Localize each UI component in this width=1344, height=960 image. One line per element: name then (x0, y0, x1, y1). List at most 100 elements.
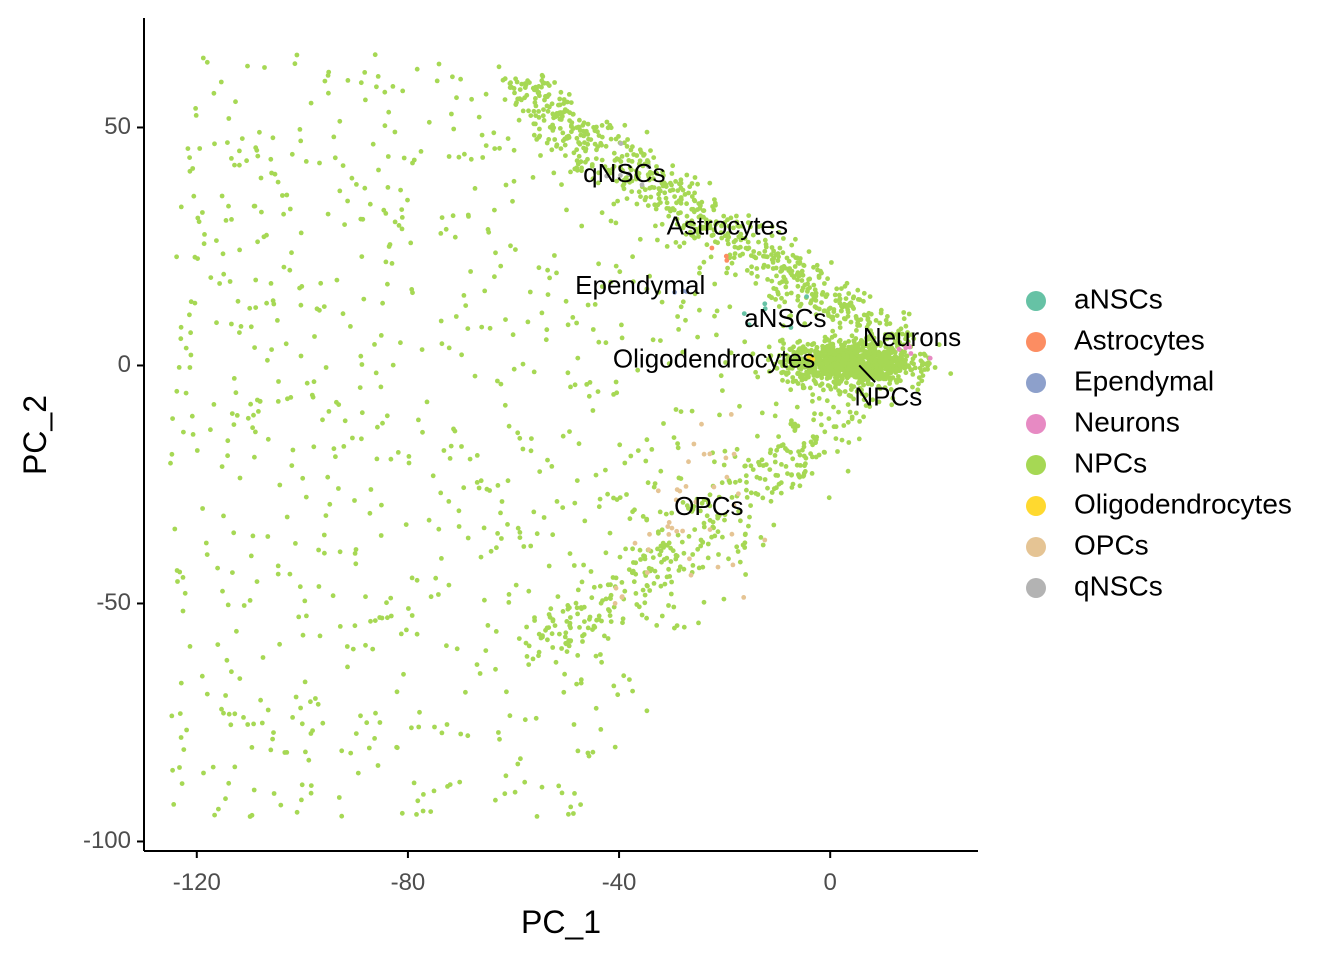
data-point (754, 474, 760, 480)
data-point (559, 646, 564, 651)
data-point (612, 601, 618, 606)
data-point (562, 634, 568, 640)
data-point (647, 588, 653, 593)
data-point (800, 272, 806, 278)
data-point (299, 797, 304, 803)
data-point (689, 181, 695, 186)
data-point (586, 136, 591, 142)
data-point (271, 730, 276, 735)
data-point (851, 294, 857, 300)
data-point (517, 535, 523, 540)
data-point (421, 792, 426, 797)
data-point (312, 334, 317, 339)
data-point (210, 764, 216, 770)
data-point (649, 447, 655, 452)
data-point (658, 338, 663, 343)
data-point (712, 313, 717, 319)
data-point (523, 640, 529, 646)
data-point (348, 324, 353, 329)
data-point (253, 277, 259, 283)
data-point (810, 434, 816, 439)
data-point (374, 456, 380, 462)
data-point (796, 473, 802, 479)
data-point (506, 423, 512, 429)
data-point (644, 517, 650, 523)
data-point (565, 370, 571, 376)
data-point (746, 523, 751, 529)
data-point (386, 244, 392, 249)
data-point (870, 340, 876, 346)
data-point (611, 201, 617, 207)
data-point (846, 392, 852, 398)
data-point (827, 357, 833, 363)
data-point (703, 217, 709, 223)
data-point (560, 609, 566, 614)
data-point (326, 69, 332, 75)
data-point (552, 137, 558, 142)
data-point (830, 368, 835, 374)
data-point (579, 579, 585, 585)
data-point (360, 216, 366, 222)
data-point (846, 440, 852, 445)
data-point (801, 262, 806, 268)
data-point (607, 530, 613, 536)
data-point (223, 218, 229, 223)
data-point (310, 394, 316, 400)
data-point (805, 286, 811, 292)
data-point (875, 352, 881, 358)
data-point (812, 304, 818, 310)
data-point (554, 142, 560, 148)
data-point (705, 497, 710, 503)
data-point (652, 568, 658, 574)
data-point (896, 374, 901, 379)
data-point (644, 708, 650, 714)
data-point (664, 206, 670, 211)
data-point (678, 177, 684, 183)
data-point (526, 108, 531, 114)
data-point (229, 669, 234, 675)
data-point (781, 236, 786, 241)
data-point (886, 369, 892, 375)
data-point (280, 193, 285, 198)
data-point (477, 671, 483, 676)
data-point (323, 513, 329, 518)
data-point (726, 234, 732, 240)
data-point (399, 215, 405, 220)
data-point (170, 767, 176, 773)
data-point (836, 355, 842, 360)
data-point (683, 484, 689, 489)
data-point (446, 582, 452, 588)
data-point (512, 789, 518, 795)
data-point (275, 318, 280, 323)
data-point (388, 456, 394, 462)
data-point (882, 385, 888, 390)
data-point (288, 395, 294, 400)
data-point (374, 84, 379, 90)
data-point (776, 434, 781, 439)
data-point (456, 508, 462, 514)
data-point (237, 162, 242, 168)
data-point (778, 269, 783, 274)
data-point (625, 137, 630, 142)
data-point (337, 549, 343, 555)
data-point (722, 448, 728, 454)
data-point (541, 107, 546, 112)
data-point (169, 713, 175, 719)
data-point (219, 193, 225, 199)
data-point (801, 453, 807, 459)
data-point (212, 141, 217, 147)
data-point (463, 689, 468, 695)
data-point (493, 629, 499, 634)
cluster-label: aNSCs (744, 303, 826, 333)
data-point (822, 371, 828, 376)
data-point (787, 357, 793, 362)
data-point (578, 677, 584, 683)
data-point (254, 579, 260, 584)
data-point (659, 221, 665, 227)
data-point (554, 270, 559, 276)
data-point (695, 546, 701, 552)
data-point (211, 90, 217, 96)
data-point (640, 514, 646, 519)
data-point (229, 321, 234, 327)
data-point (877, 341, 882, 347)
